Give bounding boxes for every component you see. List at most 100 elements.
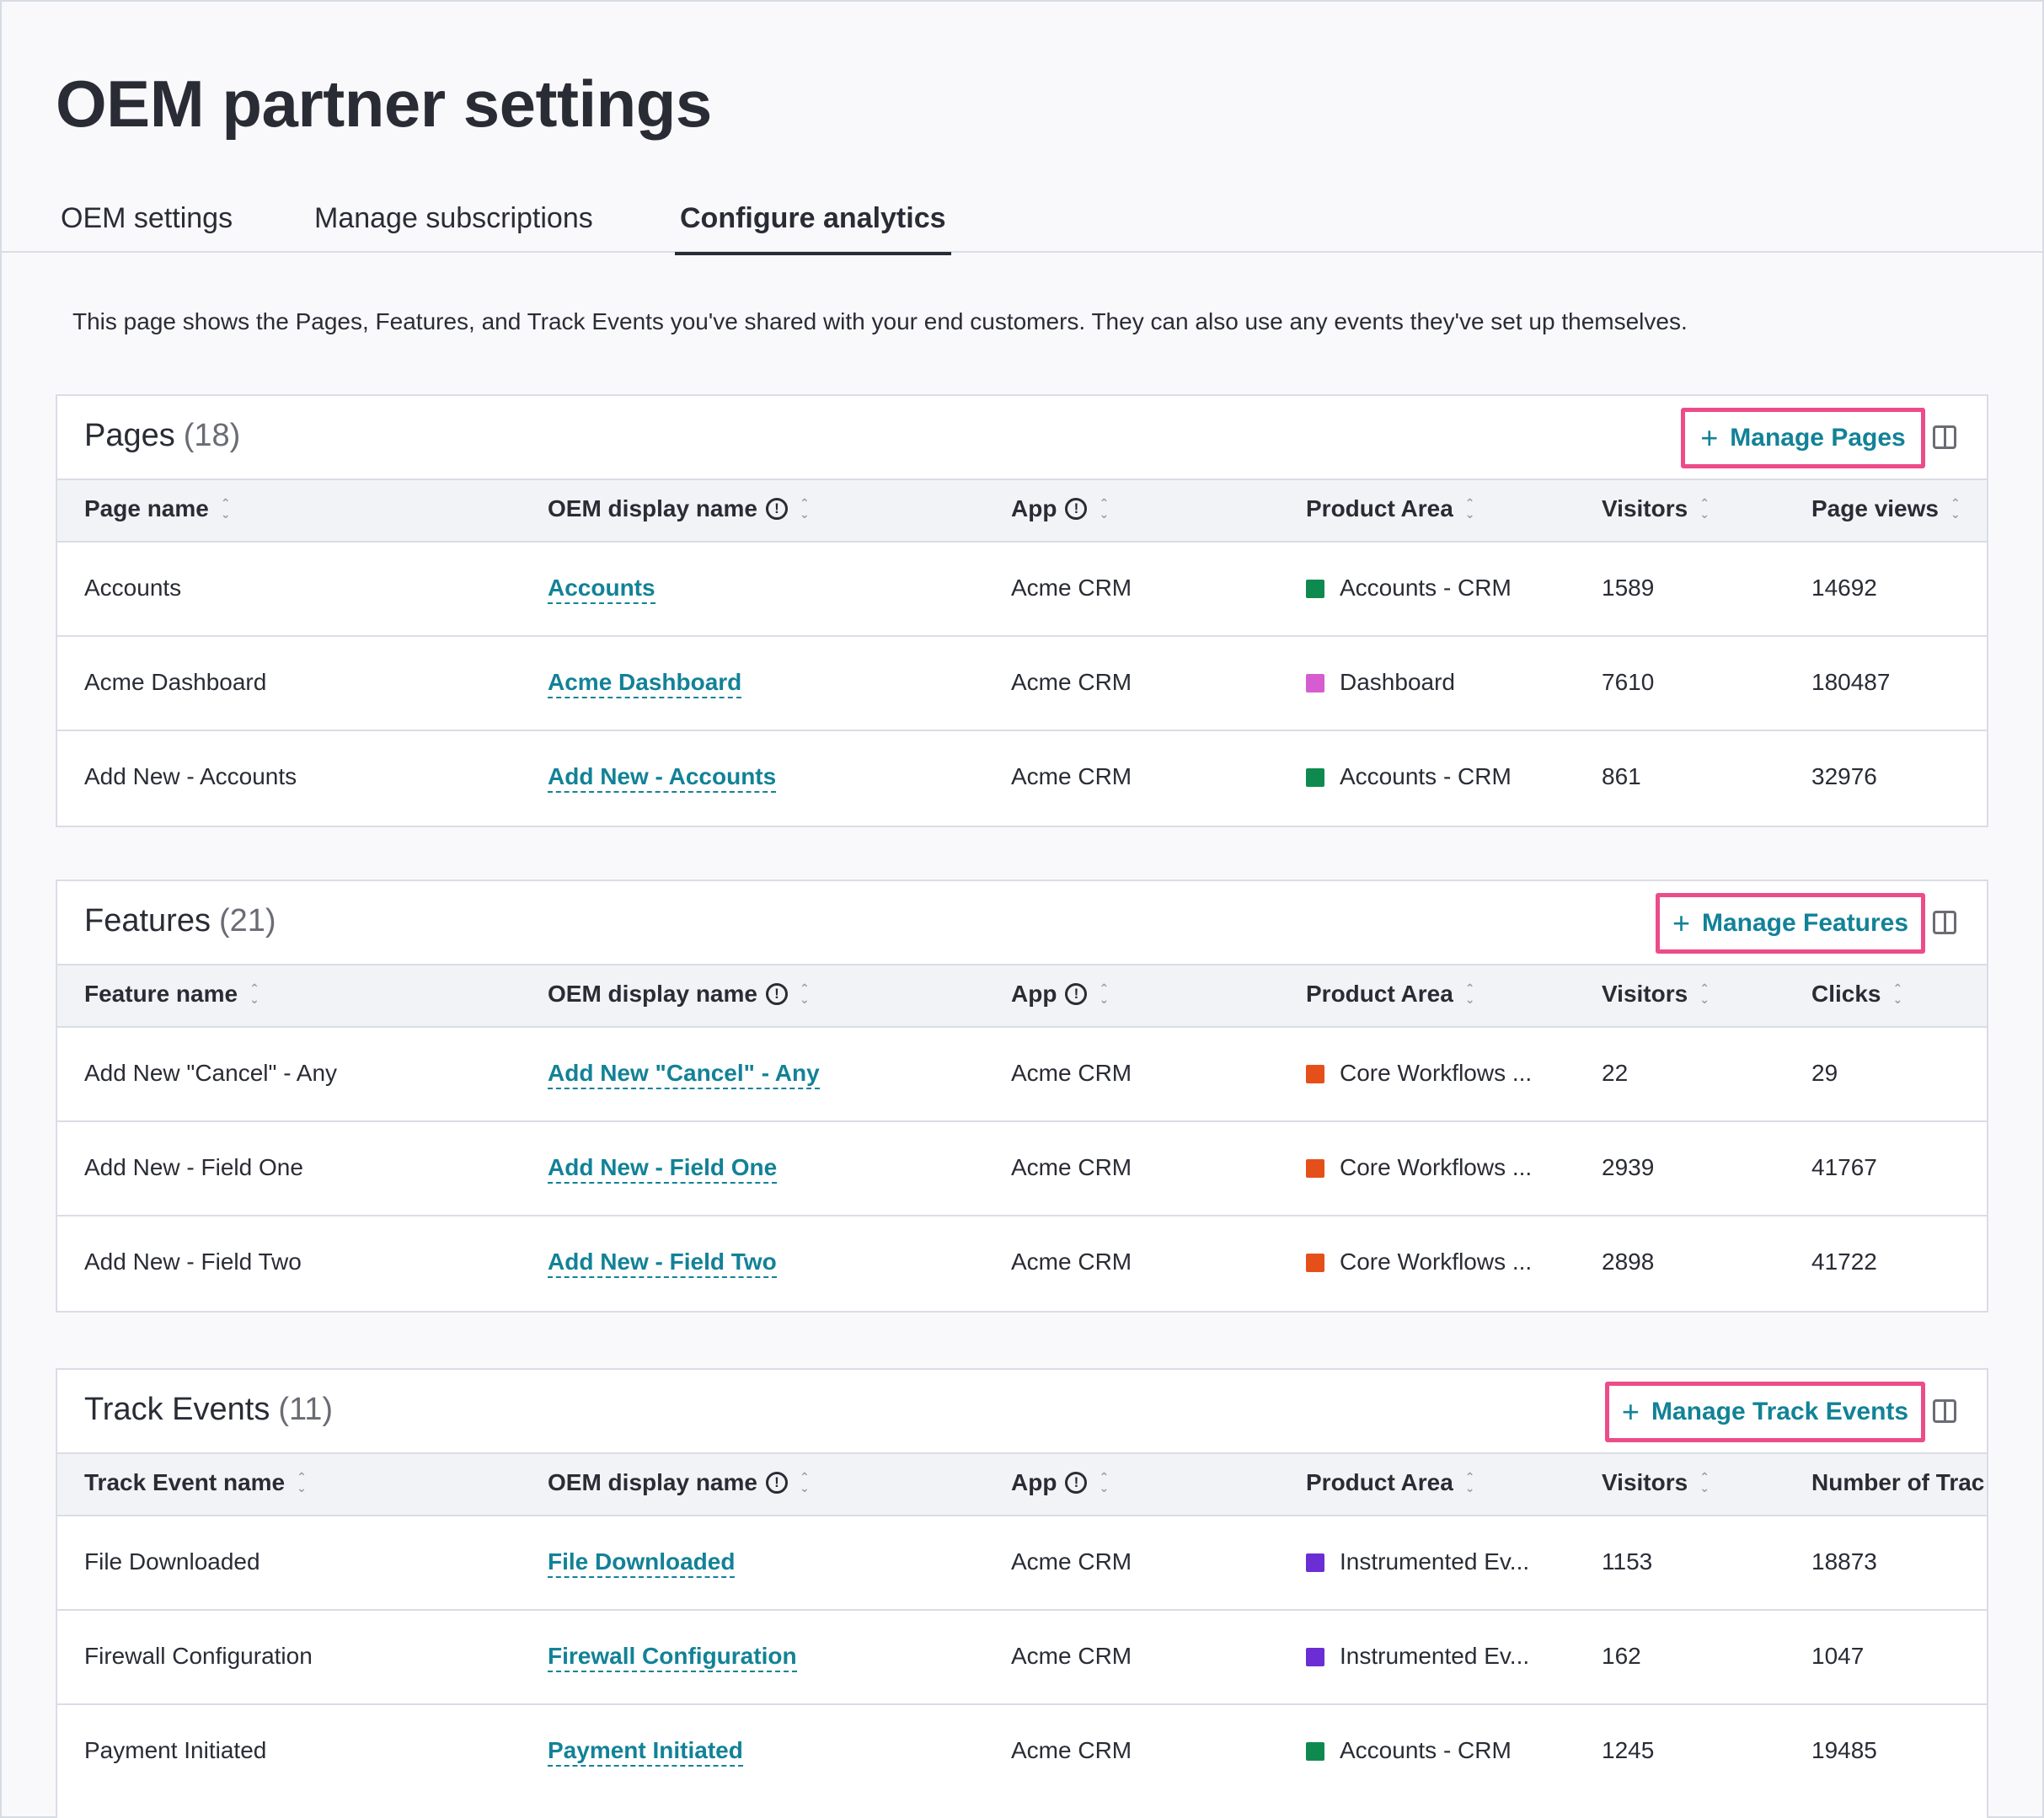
name-cell: Add New - Field Two <box>84 1249 302 1275</box>
info-icon[interactable]: ! <box>765 1472 788 1494</box>
name-cell-wrap: Add New - Field Two <box>84 1249 302 1275</box>
metric-cell-wrap: 1047 <box>1811 1643 1864 1670</box>
columns-icon[interactable] <box>1933 425 1956 449</box>
column-header-label: Visitors <box>1602 495 1688 521</box>
name-cell-wrap: File Downloaded <box>84 1548 260 1575</box>
visitors-cell: 1589 <box>1602 575 1655 601</box>
oem-display-name-link-wrap: Firewall Configuration <box>548 1643 797 1672</box>
sort-icon[interactable]: ⌃ ⌄ <box>1464 981 1475 1006</box>
page-description: This page shows the Pages, Features, and… <box>72 308 1688 334</box>
info-icon[interactable]: ! <box>765 498 788 520</box>
column-header[interactable]: OEM display name! ⌃ ⌄ <box>548 1469 810 1496</box>
metric-cell: 14692 <box>1811 575 1877 601</box>
manage-pages-label: Manage Pages <box>1730 424 1906 452</box>
sort-icon[interactable]: ⌃ ⌄ <box>1464 1470 1475 1495</box>
column-header[interactable]: Visitors ⌃ ⌄ <box>1602 981 1710 1008</box>
table-row: Accounts Accounts Acme CRM Accounts - CRM 15… <box>57 543 1987 637</box>
column-header[interactable]: Page views ⌃ ⌄ <box>1811 495 1961 522</box>
column-header[interactable]: Page name ⌃ ⌄ <box>84 495 231 522</box>
column-header[interactable]: Number of Trac <box>1811 1469 1984 1496</box>
oem-display-name-link[interactable]: Add New - Accounts <box>548 763 777 793</box>
info-icon[interactable]: ! <box>765 983 788 1005</box>
column-header[interactable]: OEM display name! ⌃ ⌄ <box>548 981 810 1008</box>
sort-icon[interactable]: ⌃ ⌄ <box>297 1470 307 1495</box>
column-header[interactable]: Visitors ⌃ ⌄ <box>1602 1469 1710 1496</box>
column-header[interactable]: Track Event name ⌃ ⌄ <box>84 1469 307 1496</box>
tab-manage-subscriptions[interactable]: Manage subscriptions <box>314 202 593 234</box>
oem-display-name-link[interactable]: Add New - Field One <box>548 1154 778 1184</box>
column-header[interactable]: Clicks ⌃ ⌄ <box>1811 981 1902 1008</box>
plus-icon: + <box>1700 420 1719 455</box>
product-area-cell: Core Workflows ... <box>1340 1060 1533 1086</box>
name-cell: Payment Initiated <box>84 1737 267 1763</box>
app-cell-wrap: Acme CRM <box>1011 1548 1132 1575</box>
visitors-cell-wrap: 2898 <box>1602 1249 1654 1275</box>
sort-icon[interactable]: ⌃ ⌄ <box>799 496 810 521</box>
column-header[interactable]: Visitors ⌃ ⌄ <box>1602 495 1710 522</box>
sort-icon[interactable]: ⌃ ⌄ <box>799 981 810 1006</box>
oem-display-name-link-wrap: Add New - Accounts <box>548 763 777 793</box>
oem-display-name-link[interactable]: Firewall Configuration <box>548 1643 797 1672</box>
info-icon[interactable]: ! <box>1065 983 1088 1005</box>
card-header: Features (21) + Manage Features <box>57 881 1987 964</box>
manage-features-label: Manage Features <box>1701 909 1909 937</box>
metric-cell-wrap: 19485 <box>1811 1737 1877 1764</box>
sort-icon[interactable]: ⌃ ⌄ <box>1099 981 1110 1006</box>
product-area-cell-wrap: Accounts - CRM <box>1306 1737 1512 1764</box>
metric-cell-wrap: 32976 <box>1811 763 1877 790</box>
name-cell-wrap: Add New - Accounts <box>84 763 297 790</box>
manage-features-button[interactable]: + Manage Features <box>1656 893 1925 954</box>
manage-pages-button[interactable]: + Manage Pages <box>1681 408 1925 468</box>
sort-icon[interactable]: ⌃ ⌄ <box>799 1470 810 1495</box>
product-area-cell-wrap: Instrumented Ev... <box>1306 1548 1529 1575</box>
card-header: Pages (18) + Manage Pages <box>57 396 1987 479</box>
table-row: File Downloaded File Downloaded Acme CRM In… <box>57 1516 1987 1611</box>
product-area-cell: Accounts - CRM <box>1340 575 1512 601</box>
column-header[interactable]: Product Area ⌃ ⌄ <box>1306 981 1475 1008</box>
name-cell-wrap: Firewall Configuration <box>84 1643 313 1670</box>
visitors-cell: 1245 <box>1602 1737 1655 1763</box>
column-header[interactable]: Product Area ⌃ ⌄ <box>1306 1469 1475 1496</box>
sort-icon[interactable]: ⌃ ⌄ <box>1699 496 1710 521</box>
card-count: (18) <box>183 418 241 453</box>
oem-display-name-link[interactable]: Acme Dashboard <box>548 669 742 698</box>
column-header[interactable]: App! ⌃ ⌄ <box>1011 1469 1109 1496</box>
column-header-label: Visitors <box>1602 981 1688 1007</box>
info-icon[interactable]: ! <box>1065 498 1088 520</box>
tab-configure-analytics[interactable]: Configure analytics <box>675 202 951 255</box>
metric-cell: 18873 <box>1811 1548 1877 1575</box>
column-header[interactable]: App! ⌃ ⌄ <box>1011 981 1109 1008</box>
column-header[interactable]: Feature name ⌃ ⌄ <box>84 981 260 1008</box>
name-cell-wrap: Add New "Cancel" - Any <box>84 1060 337 1087</box>
oem-display-name-link[interactable]: Add New - Field Two <box>548 1249 777 1278</box>
oem-display-name-link[interactable]: File Downloaded <box>548 1548 736 1578</box>
column-header[interactable]: App! ⌃ ⌄ <box>1011 495 1109 522</box>
sort-icon[interactable]: ⌃ ⌄ <box>1699 1470 1710 1495</box>
oem-display-name-link[interactable]: Payment Initiated <box>548 1737 743 1767</box>
manage-track-events-button[interactable]: + Manage Track Events <box>1605 1382 1925 1442</box>
metric-cell-wrap: 180487 <box>1811 669 1890 696</box>
sort-icon[interactable]: ⌃ ⌄ <box>1464 496 1475 521</box>
visitors-cell-wrap: 1589 <box>1602 575 1654 602</box>
columns-icon[interactable] <box>1933 1399 1956 1423</box>
oem-display-name-link[interactable]: Add New "Cancel" - Any <box>548 1060 820 1089</box>
columns-icon[interactable] <box>1933 911 1956 934</box>
sort-icon[interactable]: ⌃ ⌄ <box>220 496 231 521</box>
column-header[interactable]: OEM display name! ⌃ ⌄ <box>548 495 810 522</box>
column-header-label: Visitors <box>1602 1469 1688 1495</box>
sort-icon[interactable]: ⌃ ⌄ <box>1699 981 1710 1006</box>
sort-icon[interactable]: ⌃ ⌄ <box>1950 496 1961 521</box>
app-cell: Acme CRM <box>1011 1737 1132 1763</box>
tab-oem-settings[interactable]: OEM settings <box>61 202 233 234</box>
product-area-cell-wrap: Core Workflows ... <box>1306 1154 1532 1181</box>
sort-icon[interactable]: ⌃ ⌄ <box>1099 1470 1110 1495</box>
info-icon[interactable]: ! <box>1065 1472 1088 1494</box>
oem-display-name-link[interactable]: Accounts <box>548 575 655 604</box>
product-area-cell: Accounts - CRM <box>1340 1737 1512 1763</box>
name-cell: Add New - Field One <box>84 1154 303 1180</box>
column-header[interactable]: Product Area ⌃ ⌄ <box>1306 495 1475 522</box>
name-cell: Add New - Accounts <box>84 763 297 789</box>
sort-icon[interactable]: ⌃ ⌄ <box>1099 496 1110 521</box>
sort-icon[interactable]: ⌃ ⌄ <box>249 981 260 1006</box>
sort-icon[interactable]: ⌃ ⌄ <box>1892 981 1903 1006</box>
